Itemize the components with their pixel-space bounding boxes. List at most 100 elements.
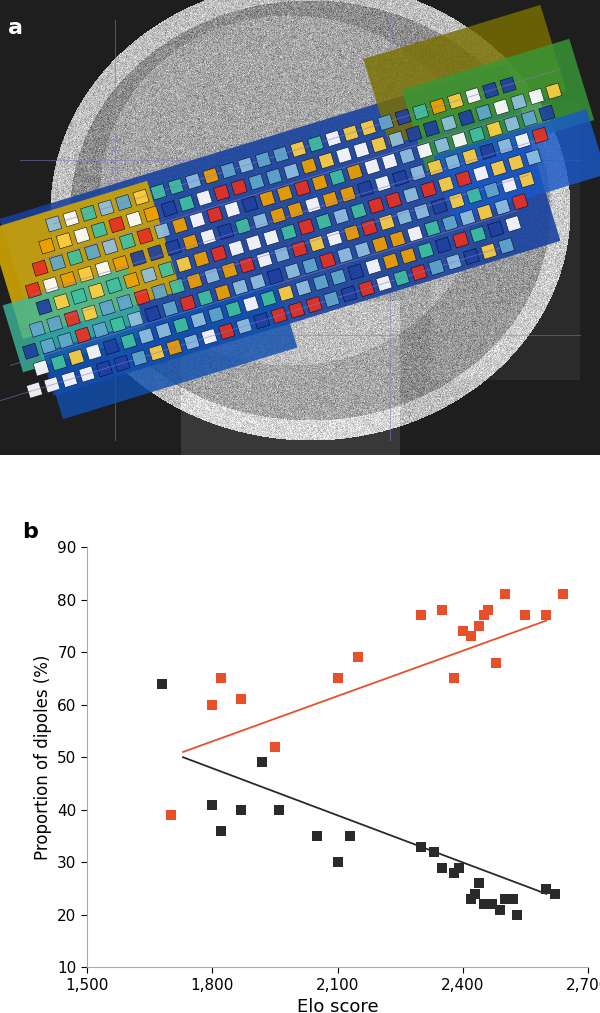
Polygon shape <box>176 256 192 272</box>
Polygon shape <box>372 236 388 252</box>
Polygon shape <box>284 263 301 280</box>
Polygon shape <box>400 248 416 264</box>
Polygon shape <box>115 194 131 211</box>
Point <box>508 891 518 908</box>
Polygon shape <box>441 115 457 132</box>
Polygon shape <box>201 328 217 344</box>
Polygon shape <box>341 286 357 302</box>
Polygon shape <box>482 82 499 98</box>
Polygon shape <box>371 137 387 153</box>
Polygon shape <box>102 239 118 255</box>
Polygon shape <box>515 133 531 149</box>
Point <box>541 880 551 897</box>
Polygon shape <box>358 281 374 297</box>
Polygon shape <box>477 205 493 221</box>
Polygon shape <box>79 366 95 382</box>
Polygon shape <box>36 299 52 315</box>
Text: b: b <box>22 522 38 542</box>
Polygon shape <box>521 110 538 127</box>
Polygon shape <box>392 170 409 186</box>
Polygon shape <box>448 93 464 109</box>
Polygon shape <box>452 232 469 248</box>
Polygon shape <box>114 356 130 372</box>
Polygon shape <box>254 313 270 329</box>
Point <box>479 897 488 913</box>
Polygon shape <box>236 318 253 334</box>
Polygon shape <box>226 301 242 317</box>
Polygon shape <box>322 191 338 208</box>
Polygon shape <box>185 173 202 189</box>
Polygon shape <box>375 175 391 191</box>
Polygon shape <box>323 291 340 307</box>
Polygon shape <box>427 159 443 175</box>
Polygon shape <box>539 105 555 122</box>
Point <box>236 801 246 817</box>
Polygon shape <box>119 233 136 249</box>
Point <box>500 587 509 603</box>
Polygon shape <box>88 283 104 299</box>
Polygon shape <box>126 212 142 228</box>
Polygon shape <box>500 77 516 93</box>
Polygon shape <box>493 99 509 115</box>
Point <box>487 897 497 913</box>
Polygon shape <box>389 231 406 247</box>
Polygon shape <box>130 250 146 266</box>
Polygon shape <box>348 263 364 280</box>
Polygon shape <box>211 245 227 261</box>
Polygon shape <box>218 323 235 339</box>
Polygon shape <box>428 259 445 276</box>
Polygon shape <box>532 128 548 144</box>
Polygon shape <box>361 220 377 236</box>
Polygon shape <box>395 109 411 126</box>
Polygon shape <box>399 148 415 164</box>
Polygon shape <box>484 182 500 199</box>
Polygon shape <box>238 157 254 173</box>
Polygon shape <box>305 197 321 213</box>
Polygon shape <box>292 241 308 257</box>
Polygon shape <box>106 278 122 294</box>
Polygon shape <box>494 199 511 215</box>
Point <box>479 607 488 623</box>
Point <box>449 671 459 687</box>
Polygon shape <box>476 104 492 121</box>
Polygon shape <box>442 215 458 231</box>
Polygon shape <box>95 260 112 277</box>
Polygon shape <box>182 234 199 250</box>
Polygon shape <box>256 251 272 267</box>
Polygon shape <box>333 208 349 224</box>
Polygon shape <box>43 277 59 293</box>
Polygon shape <box>283 163 299 179</box>
Polygon shape <box>127 311 143 327</box>
Polygon shape <box>56 233 73 249</box>
Polygon shape <box>44 377 60 393</box>
Polygon shape <box>98 200 114 216</box>
Polygon shape <box>184 334 200 350</box>
Polygon shape <box>504 115 520 132</box>
Polygon shape <box>344 225 360 241</box>
Polygon shape <box>329 169 346 185</box>
Polygon shape <box>133 189 149 206</box>
Polygon shape <box>82 305 98 321</box>
Polygon shape <box>376 276 392 292</box>
Polygon shape <box>47 316 63 332</box>
Polygon shape <box>60 271 76 288</box>
Polygon shape <box>29 321 46 337</box>
Polygon shape <box>274 246 290 262</box>
Point <box>483 602 493 618</box>
Polygon shape <box>462 149 478 165</box>
X-axis label: Elo score: Elo score <box>296 999 379 1013</box>
Polygon shape <box>85 244 101 260</box>
Polygon shape <box>109 217 125 233</box>
Polygon shape <box>22 343 38 360</box>
Polygon shape <box>463 248 479 264</box>
Polygon shape <box>92 322 109 338</box>
Polygon shape <box>302 257 318 274</box>
Polygon shape <box>357 180 374 197</box>
Polygon shape <box>121 333 137 349</box>
Polygon shape <box>173 317 189 333</box>
Polygon shape <box>116 295 133 311</box>
Polygon shape <box>124 272 140 289</box>
Polygon shape <box>208 307 224 323</box>
Polygon shape <box>294 180 310 197</box>
Point <box>353 649 363 666</box>
